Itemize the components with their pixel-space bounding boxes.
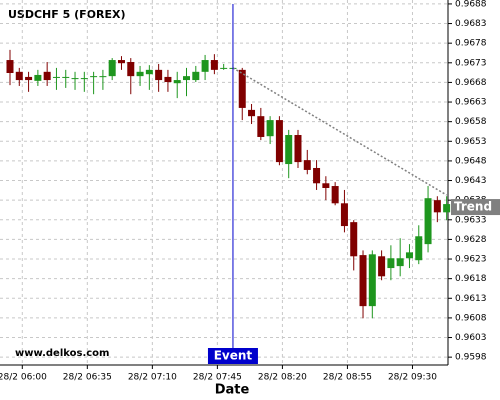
candle-body <box>117 60 125 64</box>
candle-body <box>136 71 144 77</box>
candle-body <box>322 183 330 188</box>
y-tick-label: 0.9683 <box>455 19 487 29</box>
y-tick-label: 0.9608 <box>455 313 487 323</box>
y-tick-label: 0.9678 <box>455 39 487 49</box>
candle-body <box>52 76 60 78</box>
candle-body <box>164 76 172 83</box>
candle-body <box>294 135 302 163</box>
candle-body <box>405 252 413 259</box>
candle-body <box>34 74 42 81</box>
candle-body <box>173 80 181 84</box>
candle-body <box>433 200 441 213</box>
chart-title: USDCHF 5 (FOREX) <box>8 8 125 21</box>
candle-body <box>248 109 256 117</box>
candle-body <box>15 71 23 81</box>
x-tick-label: 28/2 07:45 <box>193 373 242 383</box>
x-axis-label: Date <box>215 383 250 398</box>
trend-line <box>232 67 448 196</box>
x-tick-label: 28/2 09:30 <box>388 373 437 383</box>
y-tick-label: 0.9618 <box>455 274 487 284</box>
y-tick-label: 0.9653 <box>455 137 487 147</box>
candle-body <box>350 222 358 257</box>
candle-body <box>145 69 153 75</box>
candle-body <box>313 167 321 184</box>
candle-body <box>127 62 135 77</box>
candle-body <box>220 67 228 69</box>
candle-body <box>368 254 376 307</box>
trend-label: Trend <box>454 200 492 214</box>
candle-body <box>108 60 116 77</box>
x-tick-label: 28/2 06:00 <box>0 373 47 383</box>
y-tick-label: 0.9603 <box>455 333 487 343</box>
candle-body <box>266 120 274 137</box>
candle-body <box>396 258 404 267</box>
candle-body <box>331 186 339 204</box>
candle-body <box>90 76 98 78</box>
candle-body <box>340 203 348 227</box>
candle-body <box>192 71 200 81</box>
y-tick-label: 0.9663 <box>455 98 487 108</box>
y-tick-label: 0.9643 <box>455 176 487 186</box>
candle-body <box>443 204 451 213</box>
x-tick-label: 28/2 06:35 <box>63 373 112 383</box>
y-tick-label: 0.9668 <box>455 78 487 88</box>
x-tick-label: 28/2 08:20 <box>258 373 307 383</box>
y-tick-label: 0.9673 <box>455 58 487 68</box>
candle-body <box>183 76 191 81</box>
y-tick-label: 0.9623 <box>455 255 487 265</box>
y-tick-label: 0.9598 <box>455 353 487 363</box>
y-tick-label: 0.9628 <box>455 235 487 245</box>
x-tick-label: 28/2 07:10 <box>128 373 177 383</box>
candle-body <box>80 78 88 80</box>
candle-body <box>275 120 283 163</box>
candle-body <box>387 258 395 269</box>
watermark: www.delkos.com <box>15 348 109 359</box>
trend-label-box <box>451 199 500 216</box>
event-label: Event <box>214 349 253 363</box>
y-tick-label: 0.9648 <box>455 156 487 166</box>
candle-body <box>43 71 51 81</box>
y-tick-label: 0.9658 <box>455 117 487 127</box>
candle-body <box>303 160 311 170</box>
candle-body <box>378 256 386 277</box>
candle-body <box>99 76 107 78</box>
candle-body <box>238 69 246 108</box>
y-tick-label: 0.9688 <box>455 0 487 9</box>
y-tick-label: 0.9613 <box>455 294 487 304</box>
candle-body <box>201 60 209 72</box>
candle-body <box>71 78 79 80</box>
candle-body <box>155 69 163 81</box>
candle-body <box>359 255 367 307</box>
x-tick-label: 28/2 08:55 <box>323 373 372 383</box>
candle-body <box>210 60 218 70</box>
candle-body <box>257 116 265 137</box>
candle-body <box>424 198 432 245</box>
candle-body <box>62 76 70 78</box>
candle-body <box>25 76 33 81</box>
candle-body <box>285 135 293 165</box>
candle-body <box>6 60 14 73</box>
y-tick-label: 0.9633 <box>455 215 487 225</box>
candle-body <box>415 236 423 261</box>
event-label-box <box>207 348 258 364</box>
